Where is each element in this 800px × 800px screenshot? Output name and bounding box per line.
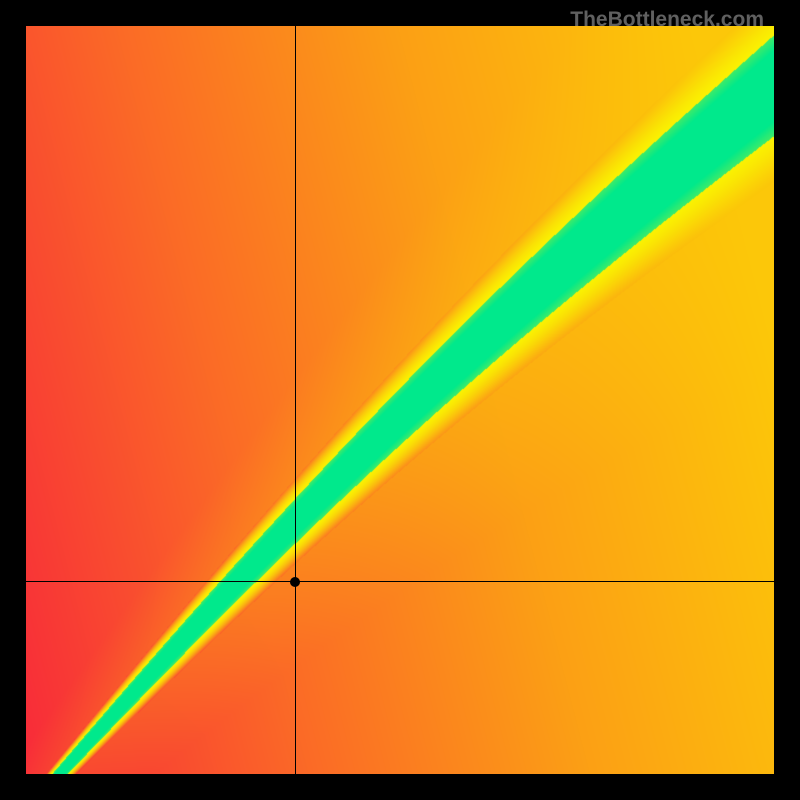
plot-border: [0, 0, 800, 800]
crosshair-horizontal: [26, 581, 774, 582]
attribution-text: TheBottleneck.com: [570, 8, 764, 31]
crosshair-point: [290, 577, 300, 587]
chart-frame: { "attribution": { "text": "TheBottlenec…: [0, 0, 800, 800]
attribution-watermark: TheBottleneck.com: [570, 8, 764, 32]
crosshair-vertical: [295, 26, 296, 774]
